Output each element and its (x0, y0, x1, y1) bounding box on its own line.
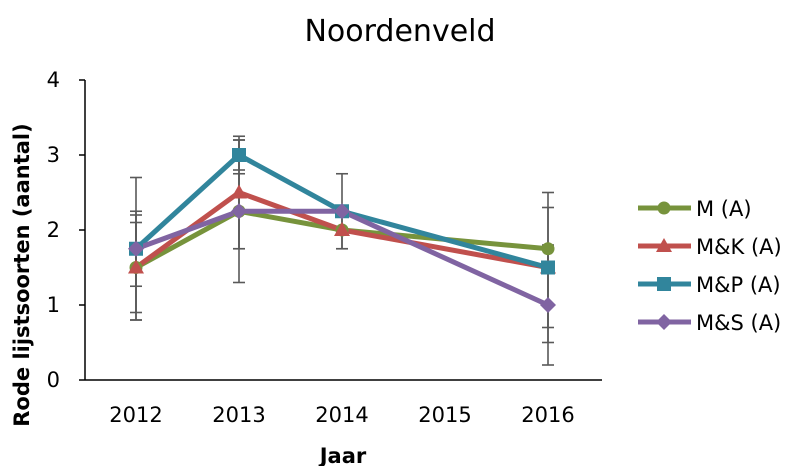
x-tick-label: 2015 (418, 403, 471, 427)
legend-marker (656, 314, 672, 330)
data-point (231, 184, 247, 199)
data-point (540, 297, 556, 313)
series-lines (134, 152, 550, 308)
data-point (541, 242, 555, 256)
data-point (231, 203, 247, 220)
y-tick-label: 1 (47, 293, 60, 317)
legend-marker (657, 277, 671, 291)
x-axis-title: Jaar (318, 444, 367, 466)
series-line (135, 208, 550, 308)
y-tick-label: 0 (47, 368, 60, 392)
data-point (541, 260, 555, 275)
series-line (134, 152, 549, 270)
x-tick-label: 2014 (315, 403, 368, 427)
x-tick-label: 2012 (109, 403, 162, 427)
legend-label: M (A) (696, 197, 752, 221)
data-point (128, 240, 144, 257)
legend-marker (657, 201, 671, 215)
legend-label: M&S (A) (696, 311, 781, 335)
chart-title: Noordenveld (304, 14, 495, 49)
y-tick-label: 4 (47, 68, 60, 92)
legend-label: M&P (A) (696, 273, 781, 297)
data-point (128, 259, 144, 274)
y-tick-labels: 0 1 2 3 4 (47, 68, 85, 392)
legend-marker (656, 238, 672, 252)
x-tick-label: 2016 (521, 403, 574, 427)
x-tick-labels: 2012 2013 2014 2015 2016 (109, 403, 574, 427)
x-tick-label: 2013 (212, 403, 265, 427)
y-tick-label: 2 (47, 218, 60, 242)
data-point (232, 148, 246, 162)
series-markers (128, 148, 556, 313)
data-point (334, 203, 350, 220)
data-point (334, 222, 350, 236)
y-axis-title: Rode lijstsoorten (aantal) (10, 123, 34, 426)
legend-label: M&K (A) (696, 235, 782, 259)
y-tick-label: 3 (47, 143, 60, 167)
legend: M (A) M&K (A) M&P (A) M&S (A) (638, 197, 782, 335)
